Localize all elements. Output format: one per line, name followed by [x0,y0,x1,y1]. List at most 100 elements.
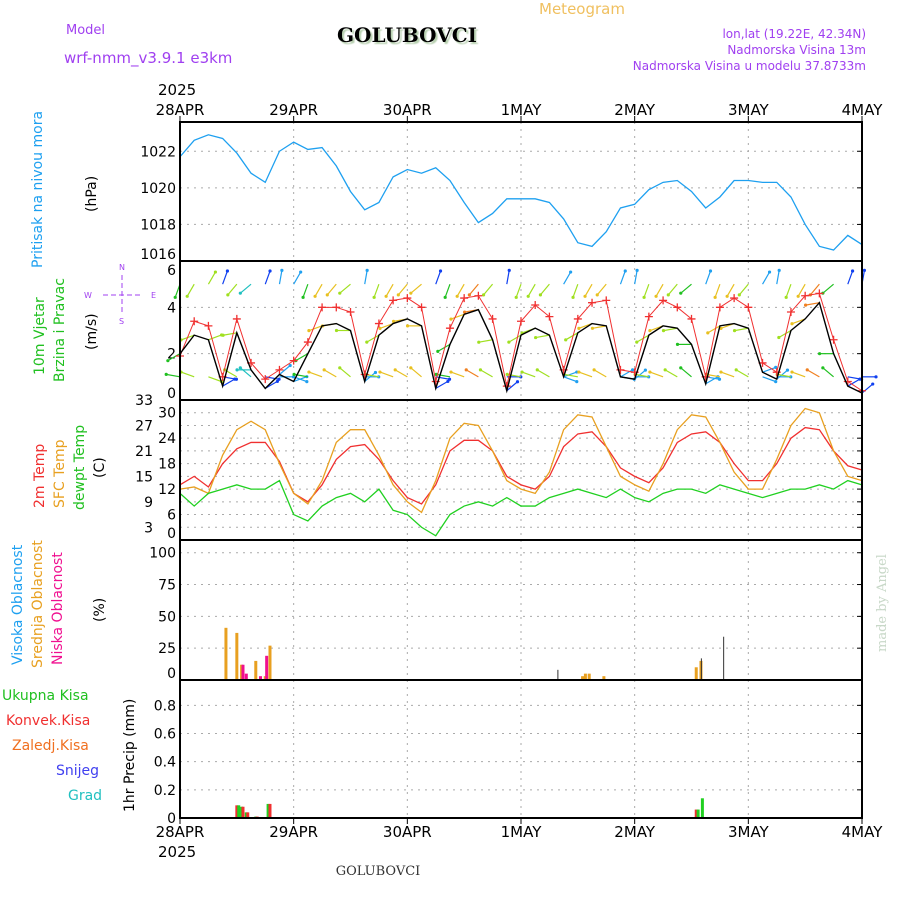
wind-arrow-head [396,293,400,297]
wind-unit: (m/s) [84,313,100,350]
wind-arrow [776,270,780,285]
wind-arrow [208,334,222,341]
wind-arrow [634,270,638,285]
wind-arrow [506,270,510,285]
gust-marker [801,291,810,300]
wind-arrow-head [520,370,524,374]
wind-arrow [563,376,577,383]
wind-arrow [720,371,735,378]
wind-arrow-head [569,270,573,274]
y-tick-label: 1022 [140,144,176,160]
footer-station: GOLUBOVCI [336,864,421,879]
wind-arrow [778,329,792,339]
wind-arrow-head [449,370,453,374]
wind-arrow [707,325,721,334]
gust-marker [786,307,795,316]
cloud-unit: (%) [92,598,108,622]
wind-arrow [634,373,649,378]
wind-arrow [515,283,522,298]
year-top: 2025 [158,81,196,99]
gust-marker [318,303,327,312]
wind-arrow [208,376,222,383]
wind-arrow [222,332,237,336]
panel-frame [179,121,863,262]
compass-icon: N S W E [84,263,156,326]
wind-arrow-head [790,322,794,326]
svg-text:E: E [151,291,156,300]
wind-arrow [762,366,776,373]
y-tick-label: 0 [167,526,176,542]
wind-arrow-head [477,340,481,344]
wind-arrow [397,283,408,296]
x-tick-label: 3MAY [728,101,770,119]
wind-arrow-head [577,370,581,374]
wind-arrow-head [505,372,509,377]
wind-arrow-head [305,380,309,384]
wind-arrow [450,371,465,378]
wind-arrow [278,270,283,285]
wind-arrow-head [307,329,311,333]
elevation: Nadmorska Visina 13m [727,43,866,57]
wind-arrow-head [238,366,242,370]
y-tick-label: 33 [135,393,153,409]
model-elevation: Nadmorska Visina u modelu 37.8733m [633,59,866,73]
gust-marker [829,335,838,344]
wind-arrow [521,371,536,378]
gust-marker [715,303,724,312]
y-tick-label: 21 [135,444,153,460]
gust-marker [488,314,497,323]
wind-arrow [797,283,806,297]
wind-arrow [785,283,792,298]
wind-arrow [394,369,408,378]
wind-arrow-head [334,328,339,333]
wind-arrow-head [713,295,717,299]
wind-arrow [222,270,228,285]
wind-arrow [437,343,451,352]
wind-arrow [339,367,351,378]
y-tick-label: 25 [158,641,176,657]
cloud-bar [581,676,585,680]
cloud-bar [235,632,239,680]
wind-arrow-head [338,366,342,370]
wind-arrow [527,283,536,297]
wind-arrow-head [443,295,447,299]
wind-arrow [364,270,368,285]
wind-arrow-head [623,269,627,273]
x-tick-label: 1MAY [501,823,543,841]
wind-arrow-head [447,377,452,381]
gust-marker [588,298,597,307]
y-tick-label: 100 [149,546,176,562]
wind-arrow [847,376,862,380]
precip-legend-frz: Zaledj.Kisa [12,738,89,754]
wind-arrow-head [874,375,878,379]
y-tick-label: 1016 [140,247,176,263]
gust-marker [303,338,312,347]
wind-arrow [468,283,479,296]
wind-arrow-head [514,295,518,299]
wind-arrow-head [732,329,737,333]
temperature-line-2 [179,479,863,537]
cloud-bar [241,664,245,680]
precip-bar [237,805,241,818]
wind-arrow-head [455,294,459,298]
wind-arrow-head [635,340,639,344]
wind-arrow [777,373,792,378]
wind-arrow-head [213,270,218,274]
wind-arrow [738,283,749,296]
credit: made by Angel [875,554,890,652]
wind-arrow-head [405,324,410,328]
gust-marker [545,312,554,321]
x-tick-label: 2MAY [614,101,656,119]
x-tick-label: 30APR [383,101,432,119]
wind-arrow-head [234,377,239,381]
wind-arrow-head [365,268,369,272]
y-tick-label: 18 [158,457,176,473]
y-tick-label: 0.8 [154,698,176,714]
wind-arrow [465,369,479,378]
gust-marker [204,321,213,330]
wind-arrow-head [790,370,794,374]
wind-arrow-head [391,319,396,323]
wind-arrow-head [654,294,658,298]
wind-arrow [664,369,678,378]
wind-arrow [186,283,195,297]
